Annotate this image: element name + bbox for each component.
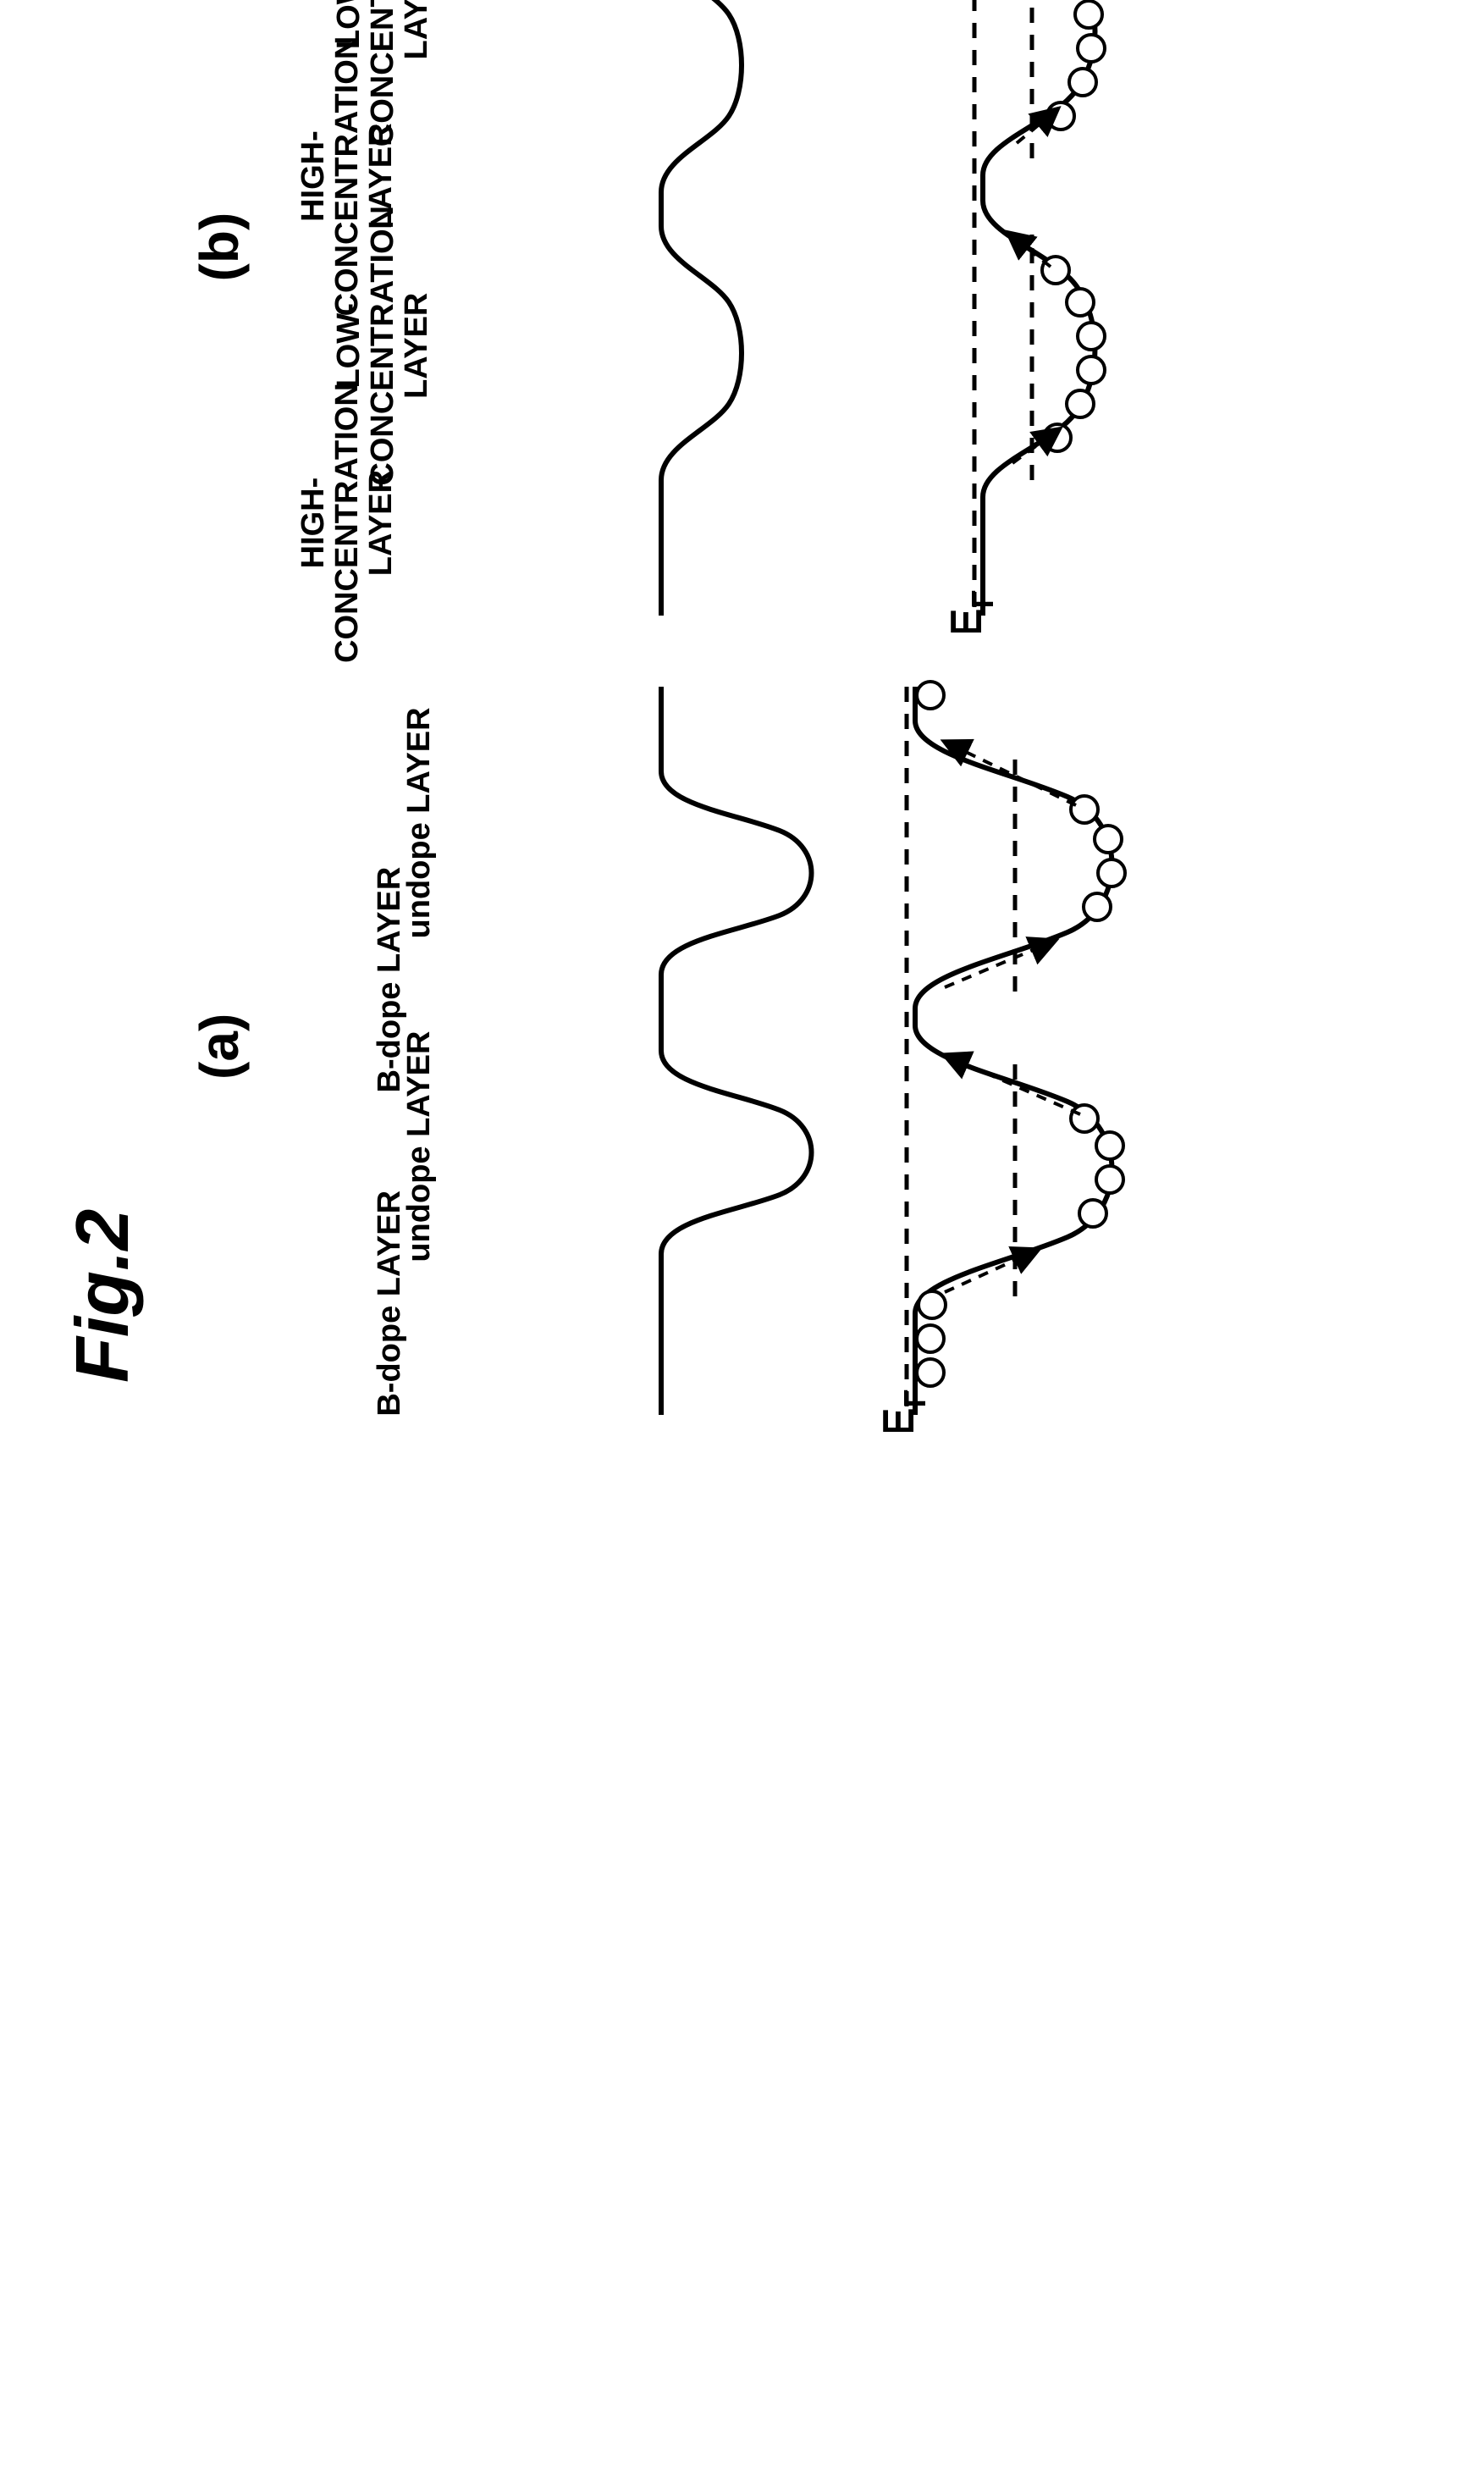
- carrier-hole: [1067, 289, 1094, 316]
- carrier-hole: [1042, 257, 1069, 284]
- carrier-hole: [919, 1291, 946, 1318]
- carrier-hole: [917, 1325, 944, 1352]
- carrier-hole: [1071, 1105, 1098, 1132]
- panel-a: (a) B-dope LAYERundope LAYERB-dope LAYERu…: [188, 661, 1152, 1432]
- carrier-hole: [1075, 1, 1102, 28]
- layer-label: undope LAYER: [403, 1031, 437, 1262]
- carrier-hole: [1096, 1132, 1123, 1159]
- carrier-arrow: [945, 1250, 1038, 1292]
- carrier-hole: [1071, 796, 1098, 823]
- carrier-hole: [917, 1359, 944, 1386]
- carrier-hole: [1078, 323, 1105, 350]
- fermi-label: EF: [874, 1389, 932, 1432]
- carrier-arrow: [1008, 233, 1051, 267]
- layer-label: LOW-CONCENTRATIONLAYER: [333, 0, 434, 146]
- panel-label: (a): [188, 661, 251, 1432]
- carrier-hole: [1084, 893, 1111, 920]
- conduction-band: [661, 0, 742, 616]
- carrier-hole: [1079, 1200, 1106, 1227]
- carrier-hole: [917, 682, 944, 709]
- panel-b: (b) HIGH-CONCENTRATIONLAYERLOW-CONCENTRAT…: [188, 0, 1152, 633]
- carrier-hole: [1078, 35, 1105, 62]
- band-diagram: EF: [458, 670, 1152, 1432]
- band-diagram: EF: [458, 0, 1152, 633]
- layer-label: undope LAYER: [403, 707, 437, 938]
- figure-title: Fig.2: [59, 0, 146, 1383]
- carrier-hole: [1069, 69, 1096, 96]
- carrier-hole: [1096, 1166, 1123, 1193]
- conduction-band: [661, 687, 812, 1415]
- panels-row: (a) B-dope LAYERundope LAYERB-dope LAYERu…: [188, 0, 1152, 1434]
- carrier-arrow: [945, 941, 1055, 987]
- carrier-hole: [1078, 356, 1105, 384]
- carrier-hole: [1095, 826, 1122, 853]
- layer-labels: B-dope LAYERundope LAYERB-dope LAYERundo…: [272, 661, 458, 1432]
- carrier-hole: [1098, 859, 1125, 887]
- carrier-hole: [1067, 390, 1094, 417]
- figure-page: Fig.2 (a) B-dope LAYERundope LAYERB-dope …: [0, 0, 1484, 1484]
- panel-label: (b): [188, 0, 251, 633]
- layer-labels: HIGH-CONCENTRATIONLAYERLOW-CONCENTRATION…: [272, 0, 458, 633]
- fermi-label: EF: [942, 589, 1000, 633]
